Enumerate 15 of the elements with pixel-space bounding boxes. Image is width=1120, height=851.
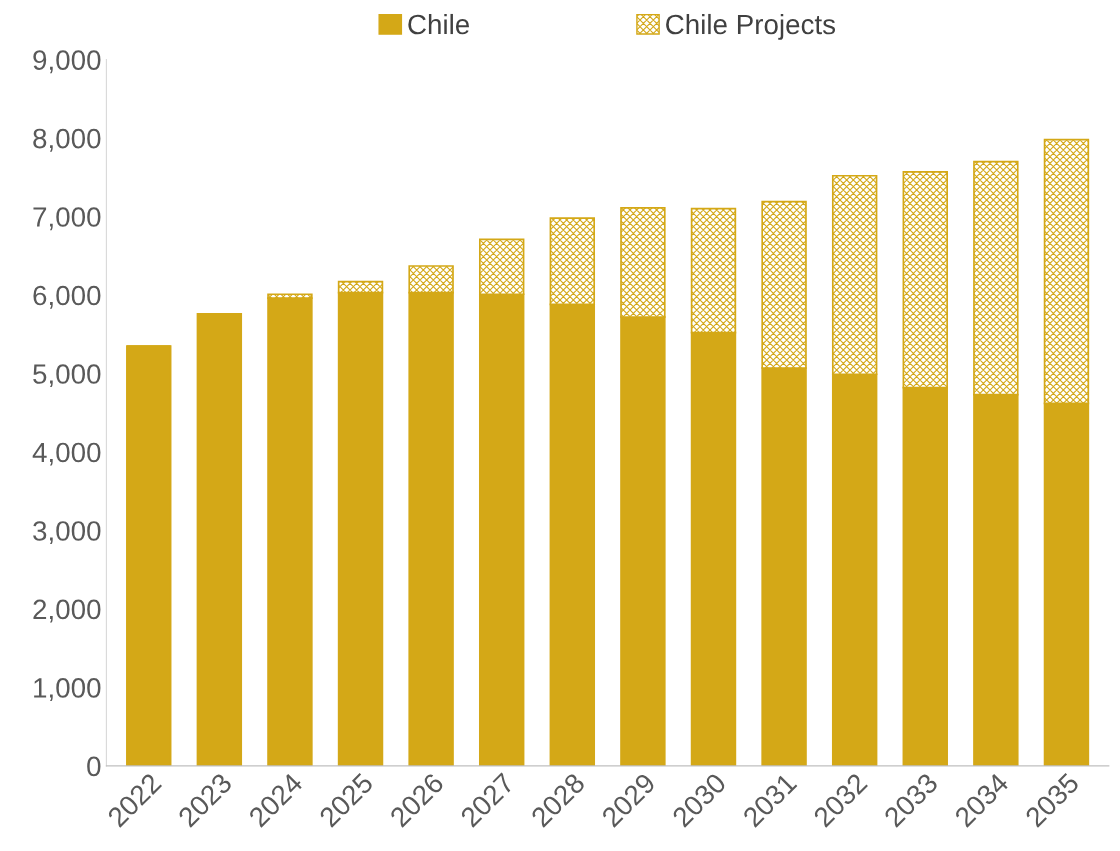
y-tick-label: 6,000 [33, 285, 101, 309]
y-tick-label: 7,000 [33, 207, 101, 231]
bar [126, 345, 172, 766]
y-tick-label: 8,000 [33, 128, 101, 152]
y-tick-label: 4,000 [32, 442, 101, 466]
y-tick-label: 3,000 [33, 521, 101, 545]
bar [196, 313, 243, 766]
legend-label: Chile Projects [666, 13, 836, 40]
y-tick-label: 1,000 [34, 678, 101, 702]
y-tick-label: 5,000 [33, 364, 101, 388]
y-tick-label: 2,000 [33, 599, 101, 623]
y-tick-label: 0 [87, 756, 101, 777]
bar [267, 297, 313, 766]
y-tick-label: 9,000 [33, 50, 101, 74]
legend-label: Chile [408, 13, 470, 35]
